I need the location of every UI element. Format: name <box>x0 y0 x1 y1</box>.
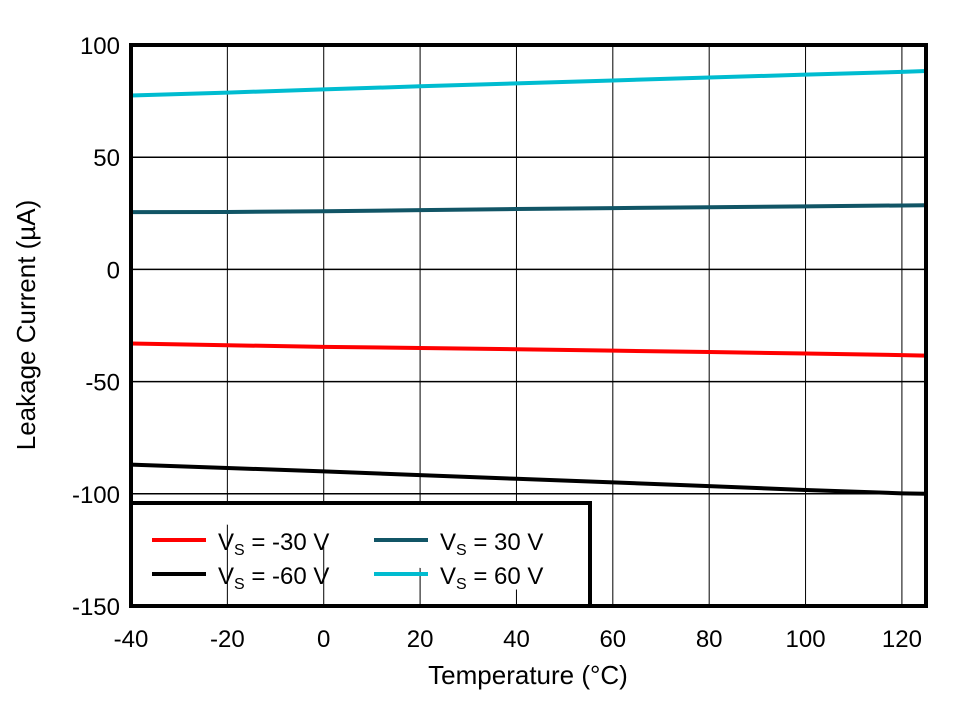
x-tick-label: 0 <box>317 626 330 653</box>
y-tick-label: -150 <box>72 594 120 621</box>
x-tick-label: 80 <box>696 626 723 653</box>
x-tick-label: -20 <box>210 626 245 653</box>
series-line <box>130 341 927 358</box>
x-tick-label: 100 <box>786 626 826 653</box>
series-lines <box>130 69 927 496</box>
x-tick-label: 40 <box>503 626 530 653</box>
series-line <box>130 69 927 98</box>
x-tick-label: -40 <box>114 626 149 653</box>
y-tick-label: -100 <box>72 482 120 509</box>
series-line <box>130 203 927 215</box>
legend-entry: VS = -30 V <box>218 529 329 559</box>
plot-frame <box>129 43 928 608</box>
y-tick-label: -50 <box>85 370 120 397</box>
series-line <box>130 462 927 496</box>
legend: VS = -30 V VS = 30 V VS = -60 V VS = 60 V <box>131 501 592 606</box>
x-tick-label: 120 <box>882 626 922 653</box>
legend-entry: VS = -60 V <box>218 563 329 593</box>
x-tick-label: 60 <box>599 626 626 653</box>
x-tick-label: 20 <box>407 626 434 653</box>
legend-box <box>131 501 592 606</box>
y-tick-labels: 100 50 0 -50 -100 -150 <box>72 33 120 621</box>
legend-entry: VS = 60 V <box>440 563 543 593</box>
y-axis-label: Leakage Current (µA) <box>11 200 41 451</box>
y-tick-label: 50 <box>93 145 120 172</box>
x-axis-label: Temperature (°C) <box>428 660 628 690</box>
legend-entry: VS = 30 V <box>440 529 543 559</box>
y-tick-label: 0 <box>107 257 120 284</box>
x-tick-labels: -40 -20 0 20 40 60 80 100 120 <box>114 626 922 653</box>
y-tick-label: 100 <box>80 33 120 60</box>
